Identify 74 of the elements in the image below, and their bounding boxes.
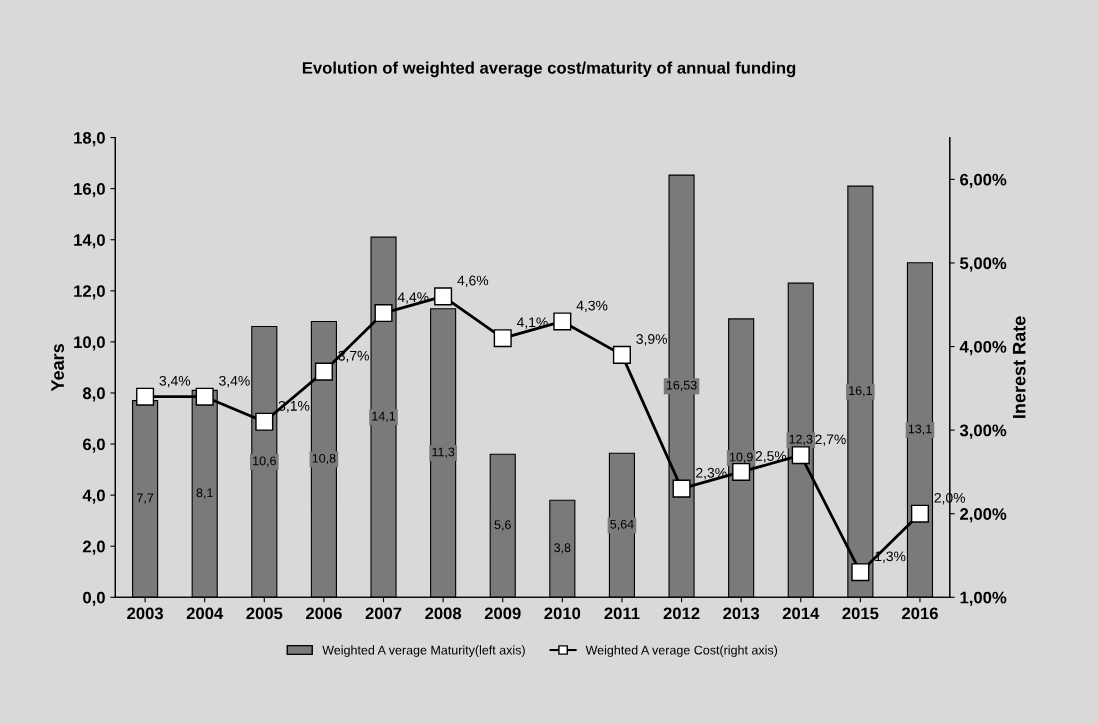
x-tick-label: 2003 (127, 607, 164, 620)
y2-tick-label: 4,00% (959, 340, 1007, 356)
y2-tick-label: 2,00% (960, 508, 1007, 523)
data-label: 10,9 (729, 452, 753, 463)
data-label: 16,53 (666, 380, 697, 392)
x-tick-label: 2006 (305, 607, 342, 620)
data-label: 2,7% (815, 434, 846, 446)
point (553, 312, 572, 331)
x-tick-label: 2010 (544, 607, 581, 620)
y-tick-label: 4,0 (82, 489, 105, 504)
point (910, 504, 929, 523)
data-label: 4,3% (576, 300, 608, 313)
y-tick-label: 18,0 (74, 131, 105, 147)
data-label: 14,1 (372, 411, 396, 423)
data-label: 5,6 (494, 520, 511, 531)
legend-label: Weighted A verage Cost(right axis) (585, 645, 778, 657)
y-tick-label: 14,0 (74, 234, 105, 249)
point (612, 345, 631, 364)
y2-tick-label: 1,00% (960, 591, 1007, 606)
data-label: 2,5% (755, 451, 787, 463)
y2-tick-label: 3,00% (959, 424, 1007, 439)
x-tick-label: 2008 (425, 607, 462, 620)
data-label: 10,8 (312, 453, 336, 465)
point (195, 387, 214, 406)
data-label: 4,4% (397, 292, 429, 304)
y2-axis-title: Inerest Rate (1012, 316, 1026, 418)
x-tick-label: 2012 (663, 607, 700, 620)
legend-label: Weighted A verage Maturity(left axis) (322, 645, 525, 657)
x-tick-label: 2009 (484, 607, 521, 620)
y-axis-title: Years (51, 344, 65, 392)
y-tick-label: 0,0 (83, 591, 105, 606)
data-label: 16,1 (849, 386, 872, 397)
data-label: 4,6% (457, 275, 489, 288)
x-tick-label: 2011 (604, 607, 640, 620)
data-label: 3,4% (219, 375, 250, 388)
point (493, 329, 512, 348)
y-tick-label: 12,0 (74, 285, 105, 300)
data-label: 12,3 (789, 434, 813, 446)
y2-tick-label: 5,00% (960, 257, 1007, 272)
x-tick-label: 2014 (782, 607, 820, 620)
data-label: 5,64 (610, 519, 634, 531)
data-label: 7,7 (137, 493, 154, 504)
y-tick-label: 2,0 (82, 540, 105, 555)
data-label: 1,3% (875, 551, 906, 563)
point (136, 387, 155, 406)
data-label: 3,8 (554, 543, 571, 554)
point (314, 362, 333, 381)
x-tick-label: 2013 (723, 607, 760, 620)
data-label: 11,3 (432, 447, 455, 458)
point (851, 563, 870, 582)
data-label: 8,1 (196, 488, 213, 499)
y-tick-label: 8,0 (82, 387, 105, 402)
point (672, 479, 691, 498)
data-label: 3,9% (636, 334, 667, 346)
x-tick-label: 2007 (365, 607, 402, 620)
x-tick-label: 2004 (186, 607, 224, 620)
point (255, 412, 274, 431)
point (791, 446, 810, 465)
point (732, 462, 751, 481)
y2-tick-label: 6,00% (960, 173, 1007, 188)
x-tick-label: 2015 (842, 607, 879, 620)
x-tick-label: 2016 (902, 607, 938, 620)
data-label: 10,6 (253, 456, 276, 467)
data-label: 3,4% (159, 375, 191, 388)
data-label: 2,3% (696, 467, 727, 480)
y-tick-label: 16,0 (74, 183, 105, 198)
point (434, 287, 453, 306)
x-tick-label: 2005 (246, 607, 283, 620)
data-label: 3,7% (338, 350, 369, 363)
y-tick-label: 6,0 (83, 438, 105, 453)
chart-title: Evolution of weighted average cost/maturity of annual funding (302, 61, 796, 78)
data-label: 13,1 (908, 424, 932, 435)
y-tick-label: 10,0 (74, 336, 105, 351)
point (374, 304, 393, 323)
